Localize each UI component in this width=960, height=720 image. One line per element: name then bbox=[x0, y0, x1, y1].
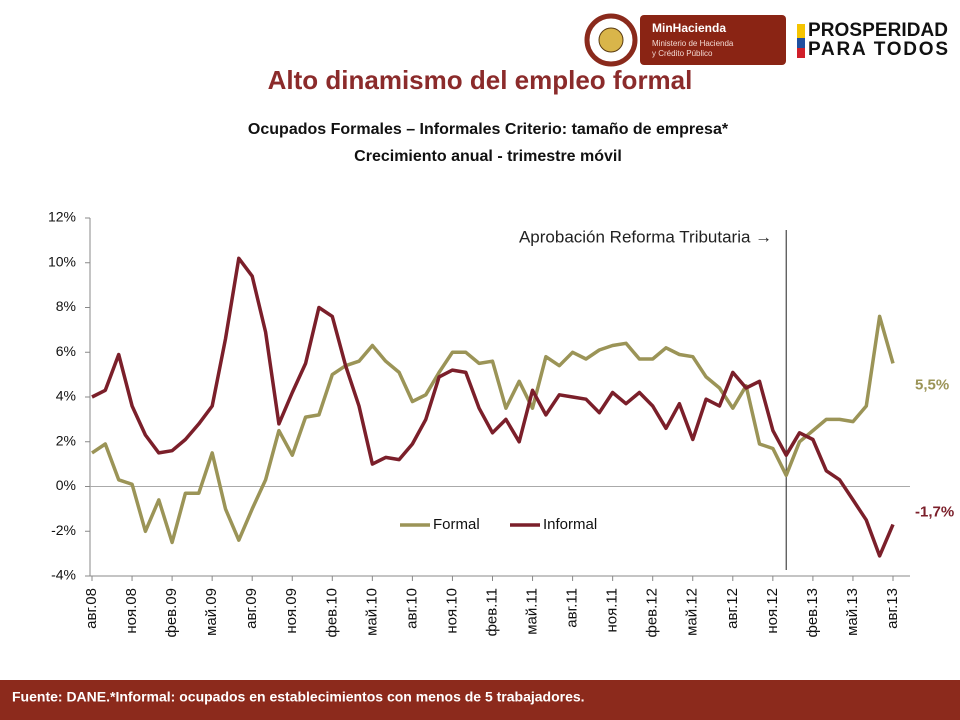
data-label: -1,7% bbox=[915, 504, 954, 521]
x-tick-label: ноя.09 bbox=[283, 588, 300, 634]
x-tick-label: авг.08 bbox=[83, 588, 100, 629]
annotation: Aprobación Reforma Tributaria → bbox=[519, 227, 772, 246]
title: Alto dinamismo del empleo formal bbox=[268, 65, 693, 95]
y-tick-label: -4% bbox=[51, 567, 76, 583]
y-tick-label: 0% bbox=[56, 477, 76, 493]
flag-red bbox=[797, 48, 805, 58]
subtitle: Crecimiento anual - trimestre móvil bbox=[354, 148, 622, 165]
x-tick-label: авг.13 bbox=[884, 588, 901, 629]
legend-label: Formal bbox=[433, 516, 480, 533]
y-tick-label: 6% bbox=[56, 343, 76, 359]
x-tick-label: май.09 bbox=[203, 588, 220, 636]
x-tick-label: май.10 bbox=[363, 588, 380, 636]
brand: PROSPERIDAD bbox=[808, 20, 948, 41]
y-tick-label: 10% bbox=[48, 253, 76, 269]
brand: PARA TODOS bbox=[808, 39, 948, 60]
x-tick-label: ноя.12 bbox=[764, 588, 781, 634]
x-tick-label: фев.13 bbox=[804, 588, 821, 638]
y-tick-label: 12% bbox=[48, 209, 76, 225]
subtitle: Ocupados Formales – Informales Criterio:… bbox=[248, 121, 729, 138]
x-tick-label: фев.09 bbox=[163, 588, 180, 638]
ministry-sub: Ministerio de Hacienda bbox=[652, 39, 734, 48]
x-tick-label: авг.12 bbox=[724, 588, 741, 629]
x-tick-label: ноя.08 bbox=[123, 588, 140, 634]
x-tick-label: май.12 bbox=[684, 588, 701, 636]
y-tick-label: -2% bbox=[51, 522, 76, 538]
x-tick-label: май.13 bbox=[844, 588, 861, 636]
seal-crest bbox=[598, 27, 624, 53]
flag-blue bbox=[797, 38, 805, 48]
y-tick-label: 8% bbox=[56, 298, 76, 314]
x-tick-label: фев.12 bbox=[644, 588, 661, 638]
x-tick-label: авг.11 bbox=[564, 588, 581, 628]
series-line bbox=[91, 256, 895, 558]
footer-bar bbox=[0, 680, 960, 720]
ministry-name: MinHacienda bbox=[652, 21, 726, 35]
x-tick-label: ноя.11 bbox=[604, 588, 621, 633]
y-tick-label: 4% bbox=[56, 388, 76, 404]
flag-yellow bbox=[797, 24, 805, 38]
footer-text: Fuente: DANE.*Informal: ocupados en esta… bbox=[12, 689, 585, 705]
series-line bbox=[91, 314, 895, 545]
y-tick-label: 2% bbox=[56, 432, 76, 448]
x-tick-label: май.11 bbox=[524, 588, 541, 635]
x-tick-label: авг.09 bbox=[243, 588, 260, 629]
ministry-box bbox=[640, 15, 786, 65]
legend-label: Informal bbox=[543, 516, 597, 533]
x-tick-label: фев.10 bbox=[323, 588, 340, 638]
x-tick-label: ноя.10 bbox=[443, 588, 460, 634]
data-label: 5,5% bbox=[915, 376, 949, 393]
x-tick-label: фев.11 bbox=[483, 588, 500, 636]
x-tick-label: авг.10 bbox=[403, 588, 420, 629]
ministry-sub: y Crédito Público bbox=[652, 49, 713, 58]
